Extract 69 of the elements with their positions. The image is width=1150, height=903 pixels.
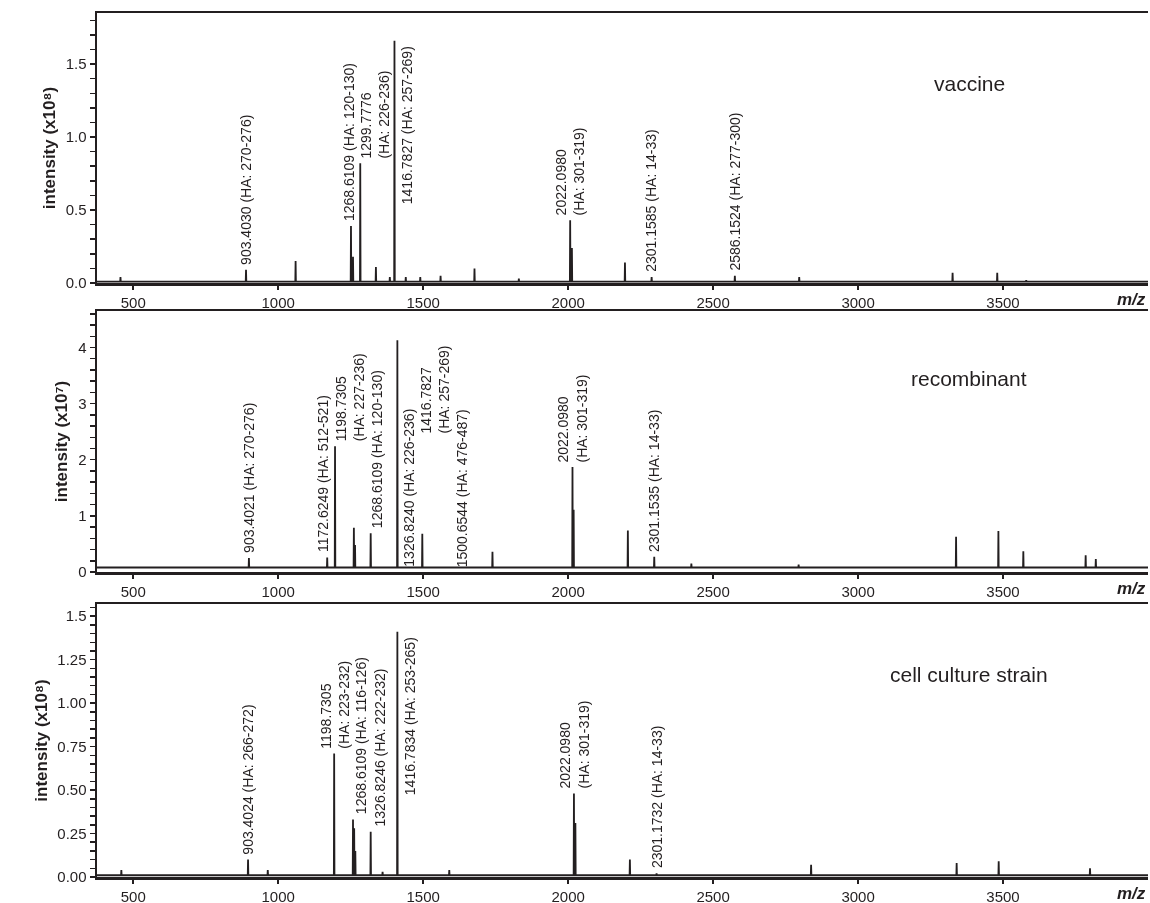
y-tick-label: 1.5 (65, 607, 87, 625)
annotation: 1268.6109 (HA: 120-130) (368, 370, 385, 529)
y-tick-label: 0.25 (57, 824, 87, 842)
annotation: 2022.0980 (HA: 301-319) (555, 374, 590, 463)
x-tick-label: 500 (120, 293, 146, 311)
annotation: 1172.6249 (HA: 512-521) (315, 395, 332, 553)
x-tick-label: 3000 (841, 887, 875, 903)
annotation: 1416.7827 (HA: 257-269) (418, 345, 453, 434)
x-tick-label: 1000 (261, 887, 295, 903)
annotation: 1500.6544 (HA: 476-487) (454, 409, 471, 568)
annotation: 1299.7776 (HA: 226-236) (357, 70, 393, 159)
annotation: 903.4024 (HA: 266-272) (240, 704, 257, 855)
y-tick-label: 1.0 (65, 128, 87, 146)
y-tick-label: 1.5 (65, 55, 87, 73)
x-tick-label: 2000 (551, 887, 585, 903)
annotation: vaccine (934, 72, 1006, 95)
y-tick-label: 0 (78, 563, 87, 581)
x-tick-label: 1000 (261, 582, 295, 600)
y-tick-label: 3 (78, 394, 87, 412)
annotation: 1198.7305 (HA: 227-236) (332, 353, 367, 442)
annotation: 1198.7305 (HA: 223-232) (317, 660, 352, 749)
x-tick-label: 3000 (841, 293, 875, 311)
x-tick-label: 1500 (406, 293, 440, 311)
annotation: 903.4030 (HA: 270-276) (238, 114, 255, 265)
annotation: 903.4021 (HA: 270-276) (240, 402, 257, 553)
annotation: 2301.1732 (HA: 14-33) (649, 725, 666, 869)
annotation: 2022.0980 (HA: 301-319) (557, 700, 592, 789)
x-tick-label: 3000 (841, 582, 875, 600)
x-tick-label: 3500 (986, 293, 1020, 311)
y-tick-label: 0.00 (57, 868, 87, 886)
y-tick-label: 0.75 (57, 737, 87, 755)
x-tick-label: 2500 (696, 293, 730, 311)
annotation: 1268.6109 (HA: 116-126) (352, 657, 369, 815)
y-axis-title: intensity (x10⁸) (31, 679, 51, 802)
y-tick-label: 1.25 (57, 650, 87, 668)
y-tick-label: 4 (78, 338, 87, 356)
y-tick-label: 0.5 (65, 201, 87, 219)
annotation: cell culture strain (890, 663, 1048, 686)
y-tick-label: 1 (78, 507, 87, 525)
annotation: 1416.7834 (HA: 253-265) (401, 637, 418, 796)
annotation: 2301.1585 (HA: 14-33) (643, 129, 660, 272)
annotation: 1326.8240 (HA: 226-236) (400, 408, 417, 567)
y-tick-label: 0.0 (65, 274, 87, 292)
x-tick-label: 2000 (551, 582, 585, 600)
y-tick-label: 0.50 (57, 781, 87, 799)
x-tick-label: 2000 (551, 293, 585, 311)
x-axis-title: m/z (1117, 290, 1146, 309)
annotation: recombinant (911, 367, 1027, 390)
y-axis-title: intensity (x10⁸) (39, 86, 59, 210)
y-axis-title: intensity (x10⁷) (52, 380, 72, 503)
y-tick-label: 1.00 (57, 694, 87, 712)
x-tick-label: 500 (120, 887, 146, 903)
annotation: 2022.0980 (HA: 301-319) (552, 127, 588, 216)
x-axis-title: m/z (1117, 884, 1146, 903)
x-tick-label: 1000 (261, 293, 295, 311)
annotation: 1326.8246 (HA: 222-232) (371, 668, 388, 827)
annotation: 1268.6109 (HA: 120-130) (340, 63, 357, 222)
y-tick-label: 2 (78, 450, 87, 468)
x-tick-label: 1500 (406, 887, 440, 903)
annotation: 2586.1524 (HA: 277-300) (727, 112, 744, 271)
x-axis-title: m/z (1117, 579, 1146, 598)
annotation: 2301.1535 (HA: 14-33) (646, 409, 663, 553)
x-tick-label: 3500 (986, 887, 1020, 903)
x-tick-label: 3500 (986, 582, 1020, 600)
x-tick-label: 1500 (406, 582, 440, 600)
x-tick-label: 500 (120, 582, 146, 600)
x-tick-label: 2500 (696, 582, 730, 600)
x-tick-label: 2500 (696, 887, 730, 903)
annotation: 1416.7827 (HA: 257-269) (398, 46, 415, 205)
